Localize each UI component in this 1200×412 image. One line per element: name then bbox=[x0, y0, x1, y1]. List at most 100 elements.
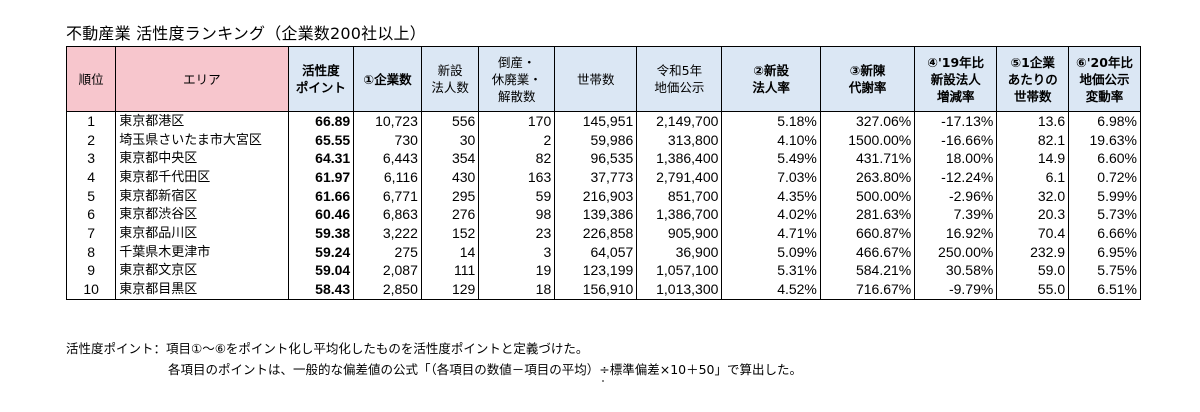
cell-new-rate: 7.03% bbox=[721, 168, 821, 187]
stray-dot bbox=[602, 380, 604, 382]
cell-new-corps: 111 bbox=[420, 261, 480, 281]
cell-point: 60.46 bbox=[287, 205, 355, 225]
cell-change-19: -17.13% bbox=[914, 110, 998, 131]
cell-companies: 6,771 bbox=[353, 186, 422, 206]
cell-closures: 2 bbox=[478, 130, 556, 150]
cell-new-corps: 276 bbox=[420, 205, 480, 225]
table-row: 2 埼玉県さいたま市大宮区 65.55 730 30 2 59,986 313,800 4.10… bbox=[65, 130, 1141, 150]
cell-point: 59.38 bbox=[287, 224, 355, 243]
table-row: 8 千葉県木更津市 59.24 275 14 3 64,057 36,900 5.09% 466.… bbox=[65, 242, 1141, 262]
cell-land-price: 905,900 bbox=[636, 224, 723, 243]
header-per-company: ⑤1企業 あたりの 世帯数 bbox=[996, 46, 1070, 112]
cell-households: 139,386 bbox=[554, 205, 638, 225]
cell-land-price: 851,700 bbox=[636, 186, 723, 206]
cell-companies: 730 bbox=[353, 130, 422, 150]
cell-rank: 4 bbox=[65, 168, 117, 187]
cell-per-company: 6.1 bbox=[996, 168, 1070, 187]
cell-households: 37,773 bbox=[554, 168, 638, 187]
cell-point: 65.55 bbox=[287, 130, 355, 150]
cell-companies: 2,087 bbox=[353, 261, 422, 281]
header-new-corps: 新設 法人数 bbox=[420, 46, 480, 112]
cell-area: 東京都中央区 bbox=[115, 149, 289, 169]
cell-new-corps: 129 bbox=[420, 280, 480, 300]
cell-closures: 18 bbox=[478, 280, 556, 300]
cell-new-corps: 430 bbox=[420, 168, 480, 187]
cell-change-20: 5.99% bbox=[1068, 186, 1141, 206]
cell-per-company: 14.9 bbox=[996, 149, 1070, 169]
cell-change-19: -12.24% bbox=[914, 168, 998, 187]
header-closures: 倒産・ 休廃業・ 解散数 bbox=[478, 46, 556, 112]
cell-companies: 6,443 bbox=[353, 149, 422, 169]
cell-per-company: 70.4 bbox=[996, 224, 1070, 243]
cell-land-price: 2,149,700 bbox=[636, 110, 723, 131]
cell-rank: 6 bbox=[65, 205, 117, 225]
cell-rank: 10 bbox=[65, 280, 117, 300]
header-companies: ①企業数 bbox=[353, 46, 422, 112]
header-change-19: ④'19年比 新設法人 増減率 bbox=[914, 46, 998, 112]
cell-change-20: 0.72% bbox=[1068, 168, 1141, 187]
table-row: 3 東京都中央区 64.31 6,443 354 82 96,535 1,386,400 5.4… bbox=[65, 149, 1141, 169]
cell-change-20: 5.75% bbox=[1068, 261, 1141, 281]
cell-new-corps: 354 bbox=[420, 149, 480, 169]
cell-new-rate: 4.02% bbox=[721, 205, 821, 225]
table-row: 5 東京都新宿区 61.66 6,771 295 59 216,903 851,700 4.35… bbox=[65, 186, 1141, 206]
cell-land-price: 1,013,300 bbox=[636, 280, 723, 300]
cell-point: 61.97 bbox=[287, 168, 355, 187]
cell-new-rate: 5.09% bbox=[721, 242, 821, 262]
header-turnover: ③新陳 代謝率 bbox=[819, 46, 916, 112]
table-body: 1 東京都港区 66.89 10,723 556 170 145,951 2,149,700 5… bbox=[65, 110, 1141, 300]
header-change-20: ⑥'20年比 地価公示 変動率 bbox=[1068, 46, 1141, 112]
cell-closures: 19 bbox=[478, 261, 556, 281]
cell-change-20: 6.95% bbox=[1068, 242, 1141, 262]
footnote-formula: 各項目のポイントは、一般的な偏差値の公式「（各項目の数値－項目の平均）÷標準偏差… bbox=[168, 362, 803, 377]
cell-area: 東京都新宿区 bbox=[115, 186, 289, 206]
cell-companies: 3,222 bbox=[353, 224, 422, 243]
cell-new-rate: 4.71% bbox=[721, 224, 821, 243]
cell-closures: 82 bbox=[478, 149, 556, 169]
cell-point: 64.31 bbox=[287, 149, 355, 169]
table-row: 6 東京都渋谷区 60.46 6,863 276 98 139,386 1,386,700 4.… bbox=[65, 205, 1141, 225]
cell-closures: 170 bbox=[478, 110, 556, 131]
cell-turnover: 466.67% bbox=[819, 242, 916, 262]
cell-change-19: 250.00% bbox=[914, 242, 998, 262]
cell-households: 64,057 bbox=[554, 242, 638, 262]
cell-households: 216,903 bbox=[554, 186, 638, 206]
cell-rank: 1 bbox=[65, 110, 117, 131]
cell-area: 東京都目黒区 bbox=[115, 280, 289, 300]
cell-turnover: 327.06% bbox=[819, 110, 916, 131]
cell-per-company: 13.6 bbox=[996, 110, 1070, 131]
header-point: 活性度 ポイント bbox=[287, 46, 355, 112]
table-row: 4 東京都千代田区 61.97 6,116 430 163 37,773 2,791,400 7… bbox=[65, 168, 1141, 187]
cell-per-company: 20.3 bbox=[996, 205, 1070, 225]
cell-per-company: 232.9 bbox=[996, 242, 1070, 262]
header-row: 順位 エリア 活性度 ポイント ①企業数 新設 法人数 倒産・ 休廃業・ 解散数 世帯数… bbox=[65, 46, 1141, 112]
cell-new-corps: 30 bbox=[420, 130, 480, 150]
header-rank: 順位 bbox=[65, 46, 117, 112]
cell-households: 226,858 bbox=[554, 224, 638, 243]
cell-new-rate: 5.49% bbox=[721, 149, 821, 169]
cell-change-19: 16.92% bbox=[914, 224, 998, 243]
cell-companies: 6,116 bbox=[353, 168, 422, 187]
cell-rank: 7 bbox=[65, 224, 117, 243]
cell-change-20: 6.51% bbox=[1068, 280, 1141, 300]
cell-per-company: 59.0 bbox=[996, 261, 1070, 281]
cell-change-20: 6.66% bbox=[1068, 224, 1141, 243]
cell-per-company: 32.0 bbox=[996, 186, 1070, 206]
cell-point: 58.43 bbox=[287, 280, 355, 300]
cell-change-20: 5.73% bbox=[1068, 205, 1141, 225]
cell-area: 埼玉県さいたま市大宮区 bbox=[115, 130, 289, 150]
cell-companies: 275 bbox=[353, 242, 422, 262]
cell-per-company: 82.1 bbox=[996, 130, 1070, 150]
cell-land-price: 313,800 bbox=[636, 130, 723, 150]
cell-land-price: 36,900 bbox=[636, 242, 723, 262]
cell-turnover: 263.80% bbox=[819, 168, 916, 187]
cell-change-19: -16.66% bbox=[914, 130, 998, 150]
cell-change-19: 18.00% bbox=[914, 149, 998, 169]
cell-companies: 6,863 bbox=[353, 205, 422, 225]
cell-turnover: 716.67% bbox=[819, 280, 916, 300]
cell-rank: 2 bbox=[65, 130, 117, 150]
cell-rank: 9 bbox=[65, 261, 117, 281]
cell-turnover: 660.87% bbox=[819, 224, 916, 243]
cell-new-corps: 152 bbox=[420, 224, 480, 243]
cell-area: 東京都文京区 bbox=[115, 261, 289, 281]
